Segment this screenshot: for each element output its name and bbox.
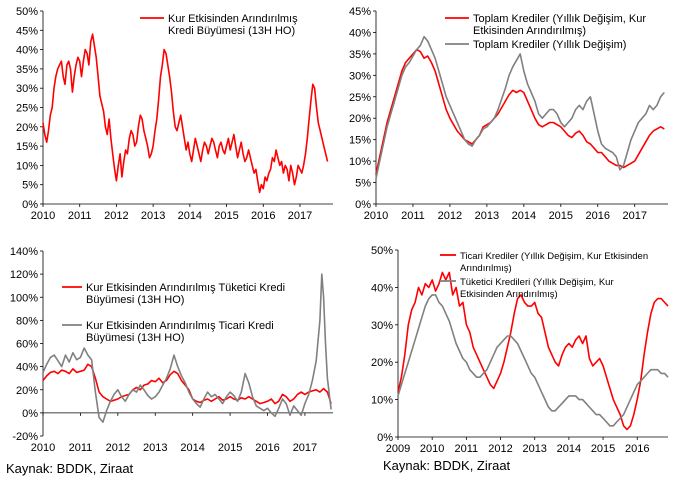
y-tick-label: 30% — [16, 83, 38, 95]
chart-1: 0% 5% 10% 15% 20% 25% 30% 35% 40% 45% 50% 2010 2011 2… — [16, 6, 333, 222]
x-tick-label: 2014 — [180, 442, 204, 454]
x-tick-label: 2012 — [488, 443, 512, 455]
y-tick-label: 30% — [371, 320, 393, 332]
legend-label-2: Büyümesi (13H HO) — [86, 332, 184, 344]
y-tick-label: 15% — [16, 141, 38, 153]
y-tick-label: -20% — [12, 431, 38, 443]
y-tick-label: 50% — [16, 6, 38, 18]
series-line-1 — [397, 271, 669, 431]
legend-label-1: Kur Etkisinden Arındırılmış — [168, 13, 298, 25]
y-tick-label: 20% — [371, 357, 393, 369]
y-tick-label: 0% — [355, 199, 371, 211]
x-tick-label: 2017 — [622, 210, 646, 222]
x-tick-label: 2015 — [214, 210, 238, 222]
y-tick-label: 25% — [16, 103, 38, 115]
y-tick-label: 45% — [16, 25, 38, 37]
x-tick-label: 2012 — [438, 210, 462, 222]
legend-label-1: Büyümesi (13H HO) — [86, 294, 184, 306]
x-tick-label: 2011 — [455, 443, 479, 455]
x-tick-label: 2016 — [586, 210, 610, 222]
source-note-right: Kaynak: BDDK, Ziraat — [383, 458, 511, 473]
series-line-2 — [42, 273, 332, 423]
y-tick-label: 15% — [349, 135, 371, 147]
x-tick-label: 2009 — [386, 443, 410, 455]
y-tick-label: 5% — [355, 178, 371, 190]
y-tick-label: 140% — [10, 246, 38, 258]
y-tick-label: 10% — [16, 160, 38, 172]
y-tick-label: 80% — [16, 315, 38, 327]
series-line-2 — [397, 294, 669, 427]
x-tick-label: 2013 — [475, 210, 499, 222]
x-tick-label: 2012 — [104, 210, 128, 222]
x-tick-label: 2014 — [512, 210, 536, 222]
series-line-1 — [42, 33, 329, 194]
y-tick-label: 35% — [16, 64, 38, 76]
y-tick-label: 20% — [16, 385, 38, 397]
y-tick-label: 35% — [349, 49, 371, 61]
x-tick-label: 2016 — [625, 443, 649, 455]
y-tick-label: 60% — [16, 339, 38, 351]
y-tick-label: 10% — [349, 156, 371, 168]
x-tick-label: 2010 — [31, 442, 55, 454]
y-tick-label: 100% — [10, 292, 38, 304]
legend-label-1: Etkisinden Arındırılmış) — [473, 25, 586, 37]
y-tick-label: 0% — [22, 199, 38, 211]
x-tick-label: 2017 — [288, 210, 312, 222]
x-tick-label: 2017 — [293, 442, 317, 454]
source-note-left: Kaynak: BDDK, Ziraat — [6, 461, 134, 476]
x-tick-label: 2016 — [251, 210, 275, 222]
x-tick-label: 2012 — [106, 442, 130, 454]
y-tick-label: 45% — [349, 6, 371, 18]
series-line-1 — [42, 363, 332, 405]
legend-label-2: Kur Etkisinden Arındırılmış Ticari Kredi — [86, 320, 274, 332]
y-tick-label: 40% — [16, 362, 38, 374]
y-tick-label: 40% — [349, 27, 371, 39]
y-tick-label: 0% — [22, 408, 38, 420]
x-tick-label: 2015 — [591, 443, 615, 455]
y-tick-label: 30% — [349, 70, 371, 82]
x-tick-label: 2014 — [557, 443, 581, 455]
x-tick-label: 2013 — [141, 210, 165, 222]
y-tick-label: 20% — [16, 122, 38, 134]
chart-2: 0% 5% 10% 15% 20% 25% 30% 35% 40% 45% 2010 2011 2012… — [349, 6, 668, 222]
legend-label-1: Arındırılmış) — [460, 263, 512, 274]
legend-label-1: Ticari Krediler (Yıllık Değişim, Kur Etk… — [460, 251, 648, 262]
y-tick-label: 50% — [371, 245, 393, 257]
x-tick-label: 2016 — [255, 442, 279, 454]
x-tick-label: 2013 — [143, 442, 167, 454]
y-tick-label: 40% — [16, 45, 38, 57]
x-tick-label: 2011 — [69, 442, 93, 454]
x-tick-label: 2011 — [401, 210, 425, 222]
x-tick-label: 2013 — [522, 443, 546, 455]
y-tick-label: 40% — [371, 282, 393, 294]
x-tick-label: 2014 — [178, 210, 202, 222]
chart-4: 0% 10% 20% 30% 40% 50% 2009 2010 2011 2012 2013 201… — [371, 245, 669, 455]
legend-label-1: Kur Etkisinden Arındırılmış Tüketici Kre… — [86, 282, 285, 294]
y-tick-label: 120% — [10, 269, 38, 281]
legend-label-1: Toplam Krediler (Yıllık Değişim, Kur — [473, 13, 646, 25]
series-line-2 — [375, 35, 665, 179]
x-tick-label: 2010 — [420, 443, 444, 455]
y-tick-label: 10% — [371, 395, 393, 407]
x-tick-label: 2015 — [218, 442, 242, 454]
y-tick-label: 20% — [349, 113, 371, 125]
x-tick-label: 2015 — [549, 210, 573, 222]
chart-3: -20% 0% 20% 40% 60% 80% 100% 120% 140% 2010 2011 20… — [10, 246, 333, 454]
x-tick-label: 2010 — [364, 210, 388, 222]
legend-label-2: Etkisinden Arındırılmış) — [460, 289, 558, 300]
x-tick-label: 2010 — [31, 210, 55, 222]
y-tick-label: 0% — [377, 432, 393, 444]
legend-label-2: Tüketici Kredileri (Yıllık Değişim, Kur — [460, 277, 614, 288]
x-tick-label: 2011 — [68, 210, 92, 222]
legend-label-2: Toplam Krediler (Yıllık Değişim) — [473, 39, 626, 51]
y-tick-label: 5% — [22, 180, 38, 192]
legend-label-1: Kredi Büyümesi (13H HO) — [168, 25, 295, 37]
y-tick-label: 25% — [349, 92, 371, 104]
series-line-1 — [375, 48, 665, 175]
